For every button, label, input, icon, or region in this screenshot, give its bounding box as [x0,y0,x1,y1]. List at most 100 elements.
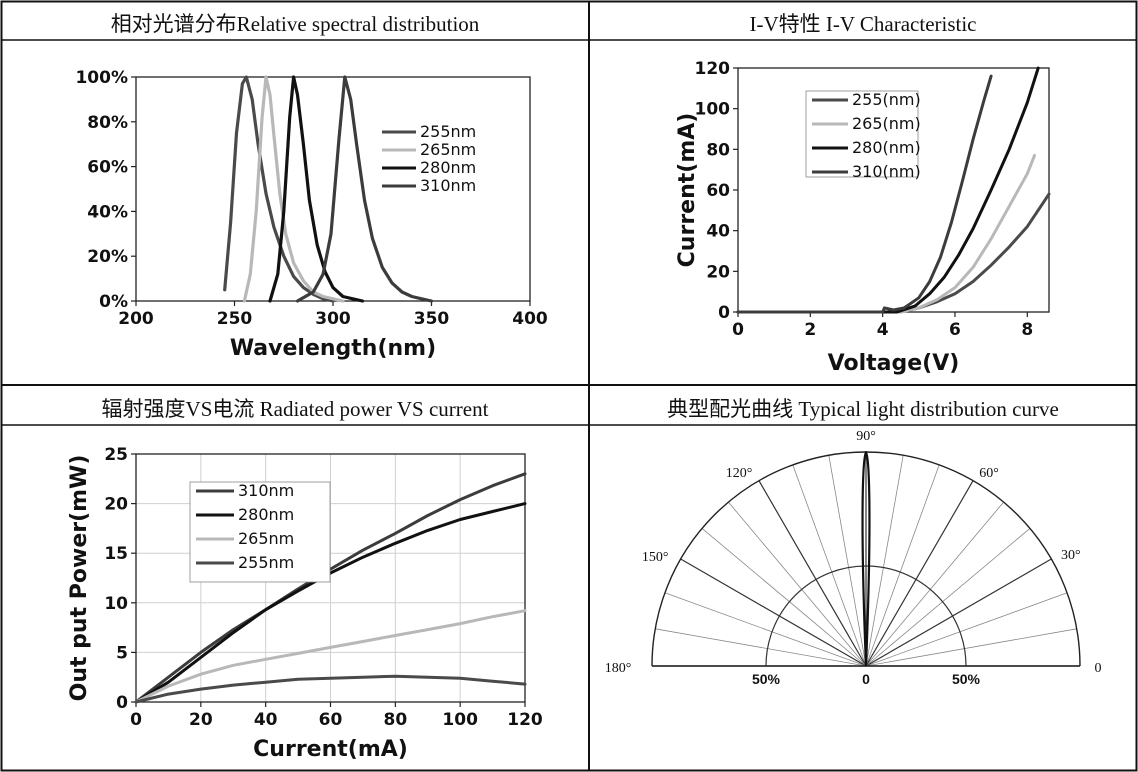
legend-label-280-nm: 280(nm) [852,138,921,157]
series-line-310nm [134,472,527,704]
radial-line [655,628,867,667]
y-tick-label: 0% [99,292,128,312]
angle-label: 60° [979,466,999,481]
y-tick-label: 20% [87,247,128,267]
angle-label: 30° [1061,548,1081,563]
x-tick-label: 2 [804,320,816,340]
legend-label-255nm: 255nm [420,122,476,141]
y-tick-label: 80 [706,140,730,160]
x-axis-label: Voltage(V) [828,351,960,376]
series-line-255nm [134,674,527,704]
legend-label-280nm: 280nm [238,505,294,524]
x-axis-label: Current(mA) [253,737,408,762]
x-tick-label: 0 [130,710,142,730]
angle-label: 90° [856,429,876,444]
y-tick-label: 15 [104,544,128,564]
x-tick-label: 0 [732,320,744,340]
iv-panel-title: I-V特性 I-V Characteristic [749,12,977,36]
y-tick-label: 0 [718,303,730,323]
angle-label: 150° [642,550,669,565]
spectral-panel-title: 相对光谱分布Relative spectral distribution [110,12,480,36]
series-line-310nm [295,75,434,303]
y-axis-label: Out put Power(mW) [67,455,92,702]
angle-label: 120° [726,466,753,481]
radial-line [865,464,940,667]
radial-line [865,501,1004,667]
x-tick-label: 60 [319,710,343,730]
inner-arc [765,565,967,667]
x-tick-label: 300 [315,309,351,329]
series-line-280nm [268,75,365,303]
x-tick-label: 6 [949,320,961,340]
legend-label-310nm: 310nm [420,176,476,195]
iv-chart: 0 2 4 6 8020406080100120Voltage(V)Current(mA… [675,59,1051,376]
y-tick-label: 10 [104,594,128,614]
x-tick-label: 250 [217,309,253,329]
x-axis-label: Wavelength(nm) [230,336,436,361]
x-tick-label: 120 [507,710,543,730]
series-line-280-nm [736,66,1040,314]
legend-box [189,481,331,583]
legend-label-265-nm: 265(nm) [852,114,921,133]
legend-label-255nm: 255nm [238,553,294,572]
beam-lobe [861,450,871,667]
radial-line [792,464,867,667]
series-line-265-nm [736,153,1036,314]
radial-line [664,592,867,667]
x-tick-label: 20 [189,710,213,730]
y-tick-label: 40% [87,202,128,222]
power-panel-title: 辐射强度VS电流 Radiated power VS current [101,397,489,421]
series-line-280nm [134,502,527,704]
radial-line [828,455,867,667]
y-tick-label: 0 [116,693,128,713]
series-line-255-nm [736,192,1051,314]
y-tick-label: 60 [706,181,730,201]
y-tick-label: 5 [116,643,128,663]
y-tick-label: 60% [87,158,128,178]
legend-label-280nm: 280nm [420,158,476,177]
y-tick-label: 25 [104,445,128,465]
power-chart: 0 20 40 60 80 100 120 0 5 10 15 20 25 Current(mA) Out … [67,445,543,762]
polar-panel-title: 典型配光曲线 Typical light distribution curve [667,397,1059,421]
radial-label: 50% [752,671,781,687]
radial-line [865,592,1068,667]
legend-label-255-nm: 255(nm) [852,90,921,109]
polar-chart: 180° 150° 120° 90° 60° 30° 0 50% 0 50% [605,429,1102,687]
radial-line [865,558,1052,667]
legend-label-265nm: 265nm [420,140,476,159]
angle-label: 180° [605,661,632,676]
y-tick-label: 100 [695,100,731,120]
legend-label-310-nm: 310(nm) [852,162,921,181]
y-tick-label: 20 [104,495,128,515]
x-tick-label: 80 [383,710,407,730]
y-tick-label: 100% [75,68,128,88]
x-tick-label: 8 [1021,320,1033,340]
radial-line [865,455,904,667]
x-tick-label: 350 [414,309,450,329]
y-axis-label: Current(mA) [675,113,700,268]
legend-label-310nm: 310nm [238,481,294,500]
legend-label-265nm: 265nm [238,529,294,548]
x-tick-label: 4 [877,320,889,340]
series-line-265nm [134,609,527,704]
x-tick-label: 100 [442,710,478,730]
y-tick-label: 120 [695,59,731,79]
x-tick-label: 200 [118,309,154,329]
radial-label: 50% [952,671,981,687]
spectral-chart: 200 250 300 350 400 0% 20% 40% 60% 80% 100% Wavelen… [75,68,548,361]
y-tick-label: 40 [706,222,730,242]
angle-label: 0 [1095,661,1102,676]
series-line-310-nm [736,74,993,314]
radial-line [865,480,974,667]
x-tick-label: 400 [512,309,548,329]
x-tick-label: 40 [254,710,278,730]
radial-line [865,528,1031,667]
y-tick-label: 80% [87,113,128,133]
series-line-265nm [242,75,345,303]
radial-label: 0 [862,671,870,687]
radial-line [865,628,1077,667]
radial-line [680,558,867,667]
radial-line [701,528,867,667]
legend-box [805,90,919,178]
